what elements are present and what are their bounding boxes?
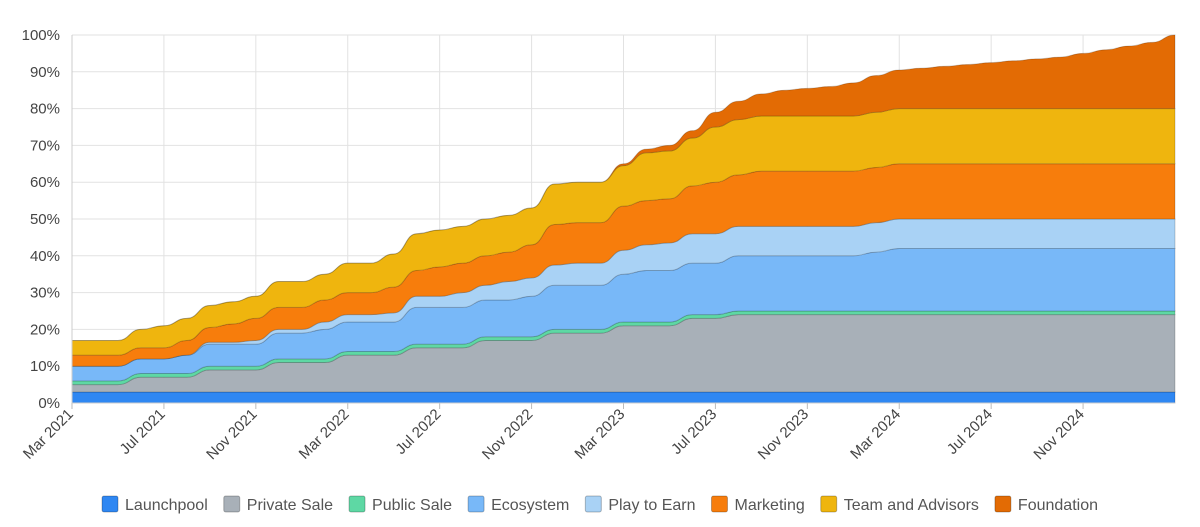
x-tick-label: Jul 2021 <box>117 406 169 458</box>
x-tick-label: Jul 2022 <box>392 406 444 458</box>
area-series <box>71 34 1176 404</box>
x-tick-label: Nov 2023 <box>755 406 812 463</box>
y-tick-label: 30% <box>30 285 60 302</box>
legend-swatch <box>223 495 241 513</box>
legend-item-team-and-advisors[interactable]: Team and Advisors <box>820 495 979 514</box>
legend-swatch <box>710 495 728 513</box>
y-tick-label: 40% <box>30 248 60 265</box>
x-tick-label: Nov 2022 <box>479 406 536 463</box>
legend-label: Private Sale <box>247 497 333 514</box>
y-tick-label: 100% <box>22 27 60 44</box>
legend-swatch <box>101 495 119 513</box>
y-tick-label: 80% <box>30 101 60 118</box>
legend-label: Ecosystem <box>491 497 569 514</box>
x-tick-label: Jul 2023 <box>668 406 720 458</box>
x-tick-label: Jul 2024 <box>944 406 996 458</box>
x-tick-label: Mar 2023 <box>571 406 628 463</box>
legend-swatch <box>348 495 366 513</box>
area-marketing <box>71 163 1176 367</box>
legend: Launchpool Private Sale Public Sale Ecosyst… <box>101 495 1098 514</box>
legend-label: Play to Earn <box>608 497 695 514</box>
area-foundation <box>72 34 1176 341</box>
legend-item-private-sale[interactable]: Private Sale <box>223 495 333 514</box>
legend-label: Public Sale <box>372 497 452 514</box>
x-tick-label: Mar 2021 <box>20 406 77 463</box>
y-tick-label: 60% <box>30 174 60 191</box>
legend-item-public-sale[interactable]: Public Sale <box>348 495 452 514</box>
legend-swatch <box>820 495 838 513</box>
x-tick-label: Nov 2021 <box>203 406 260 463</box>
y-tick-label: 0% <box>38 395 60 412</box>
x-tick-label: Mar 2022 <box>296 406 353 463</box>
area-team-and-advisors <box>71 108 1176 356</box>
legend-swatch <box>467 495 485 513</box>
y-tick-label: 10% <box>30 358 60 375</box>
legend-item-foundation[interactable]: Foundation <box>994 495 1098 514</box>
legend-item-play-to-earn[interactable]: Play to Earn <box>584 495 695 514</box>
y-tick-label: 50% <box>30 211 60 228</box>
legend-item-ecosystem[interactable]: Ecosystem <box>467 495 569 514</box>
x-tick-label: Mar 2024 <box>847 406 904 463</box>
legend-swatch <box>994 495 1012 513</box>
legend-item-marketing[interactable]: Marketing <box>710 495 805 514</box>
area-launchpool <box>71 391 1176 404</box>
legend-label: Launchpool <box>125 497 208 514</box>
y-tick-label: 70% <box>30 137 60 154</box>
area-play-to-earn <box>72 218 1176 367</box>
y-tick-label: 20% <box>30 321 60 338</box>
y-tick-label: 90% <box>30 64 60 81</box>
x-tick-label: Nov 2024 <box>1030 406 1087 463</box>
legend-label: Team and Advisors <box>844 497 979 514</box>
legend-label: Foundation <box>1018 497 1098 514</box>
legend-label: Marketing <box>734 497 804 514</box>
legend-swatch <box>584 495 602 513</box>
legend-item-launchpool[interactable]: Launchpool <box>101 495 208 514</box>
